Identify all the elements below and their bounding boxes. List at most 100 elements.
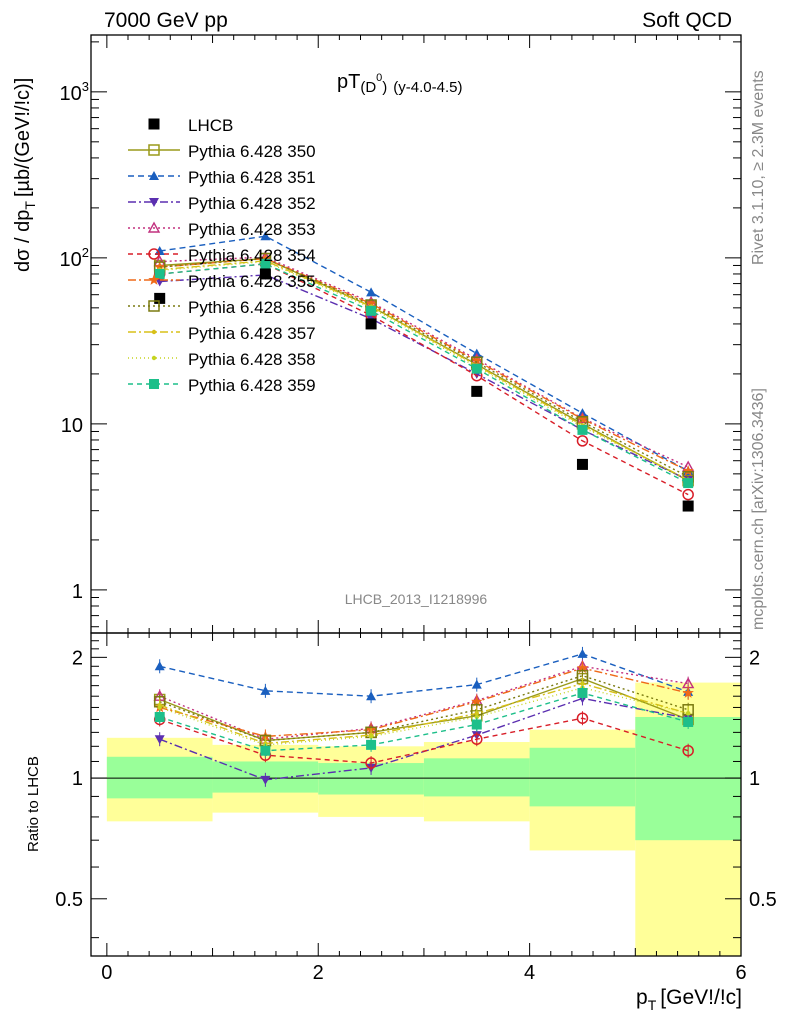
data-point [576, 458, 588, 470]
data-point [365, 318, 377, 330]
data-point [682, 686, 694, 698]
legend-item: Pythia 6.428 351 [128, 168, 316, 187]
data-point [366, 739, 377, 750]
series-line [159, 263, 689, 484]
band-green [423, 758, 530, 797]
series-data [154, 268, 694, 512]
legend-label: Pythia 6.428 354 [188, 246, 316, 265]
xlabel: pT [GeV!/!c] [636, 986, 742, 1013]
title-paren-close: ) [382, 79, 387, 96]
series-line [159, 667, 689, 738]
y-tick-label: 10 [61, 415, 83, 437]
data-point [154, 245, 165, 255]
series-line [159, 257, 689, 478]
data-point [471, 354, 483, 366]
y-tick-label: 102 [60, 245, 89, 271]
data-point [151, 329, 157, 335]
data-point [148, 248, 160, 260]
x-tick-label: 4 [524, 962, 535, 984]
y-tick-base: 10 [60, 83, 82, 105]
data-point [471, 695, 483, 707]
data-point [366, 691, 377, 701]
data-point [149, 379, 159, 389]
y-tick-label: 1 [72, 581, 83, 603]
data-point [471, 733, 483, 745]
data-point [368, 734, 374, 739]
legend-label: LHCB [188, 116, 233, 135]
data-point [148, 300, 160, 312]
data-point [365, 297, 377, 309]
band-green [635, 716, 741, 841]
series-line [159, 257, 689, 472]
main-ylabel: dσ / dpT [µb/(GeV!/!c)] [12, 78, 38, 272]
series-line [159, 674, 689, 742]
data-point [471, 363, 482, 374]
title-main: pT [337, 71, 360, 93]
main-ylabel-main: dσ / dp [12, 210, 34, 272]
legend-label: Pythia 6.428 356 [188, 298, 316, 317]
y-tick-exp: 2 [82, 245, 89, 260]
data-point [685, 711, 691, 716]
legend-label: Pythia 6.428 357 [188, 324, 316, 343]
legend-label: Pythia 6.428 352 [188, 194, 316, 213]
x-tick-label: 6 [735, 962, 746, 984]
x-tick-label: 2 [313, 962, 324, 984]
data-point [471, 385, 483, 397]
ratio-y-tick-label: 1 [72, 768, 83, 790]
data-point [365, 757, 377, 769]
data-point [259, 268, 271, 280]
ratio-frame: 0 2 4 6 0.5 0.5 1 1 2 2 [55, 35, 777, 984]
legend-label: Pythia 6.428 355 [188, 272, 316, 291]
legend-label: Pythia 6.428 358 [188, 350, 316, 369]
data-point [471, 679, 482, 689]
legend-item: Pythia 6.428 358 [128, 350, 316, 369]
legend-item: Pythia 6.428 359 [128, 376, 316, 395]
y-tick-label: 103 [60, 79, 89, 105]
series-line [159, 653, 689, 697]
data-point [154, 268, 165, 279]
main-ylabel-units: [µb/(GeV!/!c)] [12, 78, 34, 197]
series-line [159, 235, 689, 472]
xlabel-main: p [636, 986, 648, 1009]
series-group [153, 231, 695, 787]
title-paren-open: (D [360, 79, 376, 96]
y-tick-exp: 3 [82, 79, 89, 94]
legend-item: Pythia 6.428 355 [128, 272, 316, 291]
data-point [682, 500, 694, 512]
x-tick-label: 0 [101, 962, 112, 984]
series-line [159, 717, 689, 764]
data-point [151, 355, 157, 361]
watermark: LHCB_2013_I1218996 [345, 591, 488, 607]
data-point [471, 719, 482, 730]
data-point [154, 661, 165, 671]
data-point [683, 716, 694, 727]
data-point [682, 744, 694, 757]
data-point [366, 305, 377, 316]
ratio-plot-border [90, 632, 742, 957]
y-tick-base: 10 [60, 249, 82, 271]
series-line [159, 274, 689, 481]
legend-item: Pythia 6.428 352 [128, 194, 316, 213]
legend-item: Pythia 6.428 354 [128, 246, 316, 265]
xlabel-sub: T [648, 997, 657, 1013]
data-point [149, 171, 159, 180]
legend-label: Pythia 6.428 353 [188, 220, 316, 239]
data-point [260, 231, 271, 241]
band-green [529, 747, 636, 807]
legend-item: Pythia 6.428 353 [128, 220, 316, 239]
data-point [576, 435, 589, 447]
ratio-y-tick-label: 2 [72, 647, 83, 669]
series-line [159, 260, 689, 481]
data-point [577, 648, 588, 658]
series-line [159, 256, 689, 468]
ratio-bands [91, 682, 741, 956]
ratio-y-tick-label: 0.5 [55, 889, 83, 911]
data-point [260, 258, 271, 269]
header-right: Soft QCD [642, 9, 732, 32]
main-ylabel-sub: T [22, 201, 38, 210]
title-sub: (y-4.0-4.5) [393, 79, 462, 96]
data-point [366, 287, 377, 297]
data-point [682, 488, 694, 501]
